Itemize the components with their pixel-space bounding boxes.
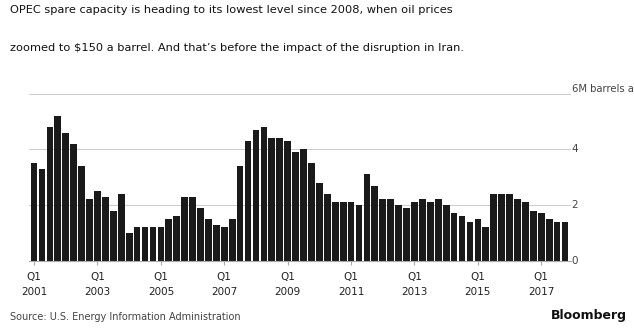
Bar [70,144,77,261]
Bar [498,194,505,261]
Bar [562,222,569,261]
Bar [213,224,220,261]
Bar [514,199,521,261]
Bar [363,174,370,261]
Bar [411,202,418,261]
Bar [530,211,537,261]
Bar [205,219,212,261]
Text: 0: 0 [572,256,578,266]
Bar [86,199,93,261]
Text: Q1: Q1 [280,272,295,282]
Bar [379,199,386,261]
Bar [300,149,307,261]
Bar [236,166,243,261]
Bar [268,138,275,261]
Bar [261,127,268,261]
Text: 2009: 2009 [275,287,301,297]
Bar [522,202,529,261]
Bar [403,208,410,261]
Text: Q1: Q1 [153,272,168,282]
Bar [474,219,481,261]
Bar [189,197,196,261]
Bar [308,163,315,261]
Bar [30,163,37,261]
Bar [332,202,339,261]
Bar [126,233,133,261]
Bar [157,227,164,261]
Bar [387,199,394,261]
Text: 2001: 2001 [21,287,47,297]
Text: 2013: 2013 [401,287,428,297]
Bar [546,219,553,261]
Text: 6M barrels a day: 6M barrels a day [572,83,634,94]
Text: Q1: Q1 [217,272,231,282]
Bar [102,197,109,261]
Text: Source: U.S. Energy Information Administration: Source: U.S. Energy Information Administ… [10,312,240,322]
Bar [324,194,331,261]
Bar [490,194,497,261]
Text: 4: 4 [572,144,578,154]
Text: Q1: Q1 [344,272,358,282]
Bar [229,219,236,261]
Text: Q1: Q1 [470,272,485,282]
Bar [165,219,172,261]
Bar [276,138,283,261]
Text: 2011: 2011 [338,287,365,297]
Bar [94,191,101,261]
Bar [395,205,402,261]
Bar [46,127,53,261]
Bar [197,208,204,261]
Bar [78,166,85,261]
Bar [150,227,157,261]
Bar [458,216,465,261]
Bar [553,222,560,261]
Bar [284,141,291,261]
Bar [221,227,228,261]
Text: Q1: Q1 [407,272,422,282]
Text: Q1: Q1 [27,272,41,282]
Bar [340,202,347,261]
Text: 2017: 2017 [528,287,555,297]
Bar [372,185,378,261]
Bar [538,214,545,261]
Bar [173,216,180,261]
Text: 2003: 2003 [84,287,110,297]
Bar [39,169,46,261]
Text: OPEC spare capacity is heading to its lowest level since 2008, when oil prices: OPEC spare capacity is heading to its lo… [10,5,452,15]
Text: 2015: 2015 [465,287,491,297]
Bar [55,116,61,261]
Bar [467,222,474,261]
Bar [292,152,299,261]
Bar [134,227,141,261]
Bar [419,199,426,261]
Bar [451,214,458,261]
Bar [435,199,442,261]
Bar [356,205,363,261]
Bar [141,227,148,261]
Bar [482,227,489,261]
Bar [110,211,117,261]
Text: 2005: 2005 [148,287,174,297]
Bar [62,133,69,261]
Text: Q1: Q1 [534,272,548,282]
Text: zoomed to $150 a barrel. And that’s before the impact of the disruption in Iran.: zoomed to $150 a barrel. And that’s befo… [10,43,463,53]
Bar [252,130,259,261]
Text: Bloomberg: Bloomberg [550,309,626,322]
Bar [118,194,125,261]
Bar [347,202,354,261]
Bar [245,141,252,261]
Bar [427,202,434,261]
Bar [443,205,450,261]
Bar [316,183,323,261]
Text: 2007: 2007 [211,287,237,297]
Text: Q1: Q1 [90,272,105,282]
Bar [181,197,188,261]
Bar [506,194,513,261]
Text: 2: 2 [572,200,578,210]
